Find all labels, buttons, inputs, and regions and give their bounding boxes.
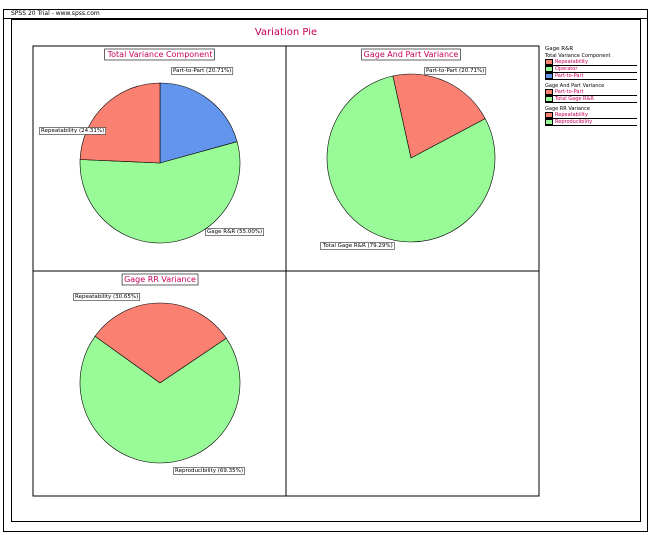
legend-item-2-0: Repeatability <box>545 112 637 119</box>
legend-swatch <box>545 73 553 79</box>
legend-item-0-0: Repeatability <box>545 59 637 66</box>
legend-group-0-title: Total Variance Component <box>545 53 611 59</box>
legend-swatch <box>545 119 553 125</box>
legend-swatch <box>545 112 553 118</box>
legend-label: Repeatability <box>555 59 588 65</box>
pie-2-slice-0-label: Repeatability (30.65%) <box>75 294 138 300</box>
legend-item-2-1: Reproducibility <box>545 119 637 126</box>
pie-2-slice-0 <box>94 302 227 384</box>
legend-label: Part-to-Part <box>555 73 584 79</box>
chart-window-frame <box>3 9 648 532</box>
legend-label: Repeatability <box>555 112 588 118</box>
pie-1-title: Gage And Part Variance <box>364 50 459 59</box>
legend: Gage R&R Total Variance Component Repeata… <box>545 46 641 129</box>
legend-group-1-title: Gage And Part Variance <box>545 83 605 89</box>
legend-group-1: Gage And Part Variance Part-to-Part Total … <box>545 83 641 103</box>
pie-1-slice-0-label-box <box>424 67 487 75</box>
legend-label: Reproducibility <box>555 119 593 125</box>
pie-2-title: Gage RR Variance <box>124 275 196 284</box>
pie-1-slice-0 <box>392 73 486 159</box>
header-divider <box>3 18 648 19</box>
header-text: SPSS 20 Trial - www.spss.com <box>11 10 100 17</box>
legend-groups: Total Variance Component Repeatability Ope… <box>545 53 641 126</box>
pie-1-slice-1 <box>326 75 496 243</box>
legend-swatch <box>545 89 553 95</box>
pie-0-slice-1-label: Gage R&R (55.00%) <box>207 229 262 235</box>
legend-item-0-2: Part-to-Part <box>545 73 637 80</box>
pie-1-slice-1-label-box <box>320 242 395 250</box>
pie-0-slice-1-label-box <box>205 228 264 236</box>
legend-group-0: Total Variance Component Repeatability Ope… <box>545 53 641 80</box>
pie-2-slice-1-label: Reproducibility (69.35%) <box>175 468 243 474</box>
pie-2-slice-1-label-box <box>173 467 245 475</box>
chart-area-frame <box>11 19 641 522</box>
legend-item-0-1: Operator <box>545 66 637 73</box>
chart-title: Variation Pie <box>254 27 318 38</box>
legend-label: Total Gage R&R <box>555 96 594 102</box>
legend-item-1-1: Total Gage R&R <box>545 96 637 103</box>
legend-group-2-title: Gage RR Variance <box>545 106 590 112</box>
pie-0-slice-0-label: Part-to-Part (20.71%) <box>173 68 231 74</box>
legend-title: Gage R&R <box>545 46 574 52</box>
legend-label: Part-to-Part <box>555 89 584 95</box>
pie-0-title-box <box>104 48 215 61</box>
pie-0-slice-0 <box>159 82 238 164</box>
pie-0-slice-1 <box>79 141 241 244</box>
legend-label: Operator <box>555 66 578 72</box>
pie-0-slice-2-label-box <box>39 127 106 135</box>
pie-1-title-box <box>361 48 461 61</box>
pie-0-slice-2-label: Repeatability (24.31%) <box>41 128 104 134</box>
legend-item-1-0: Part-to-Part <box>545 89 637 96</box>
legend-group-2: Gage RR Variance Repeatability Reproducibi… <box>545 106 641 126</box>
pie-0-title: Total Variance Component <box>107 50 213 59</box>
pie-2-title-box <box>121 273 199 286</box>
pie-2-slice-0-label-box <box>73 293 140 301</box>
legend-swatch <box>545 96 553 102</box>
pie-2-slice-1 <box>79 335 241 464</box>
pie-1-slice-0-label: Part-to-Part (20.71%) <box>426 68 484 74</box>
pie-0-slice-0-label-box <box>171 67 234 75</box>
pie-1-slice-1-label: Total Gage R&R (79.29%) <box>322 243 393 249</box>
legend-swatch <box>545 59 553 65</box>
pie-0-slice-2 <box>79 82 161 164</box>
legend-swatch <box>545 66 553 72</box>
